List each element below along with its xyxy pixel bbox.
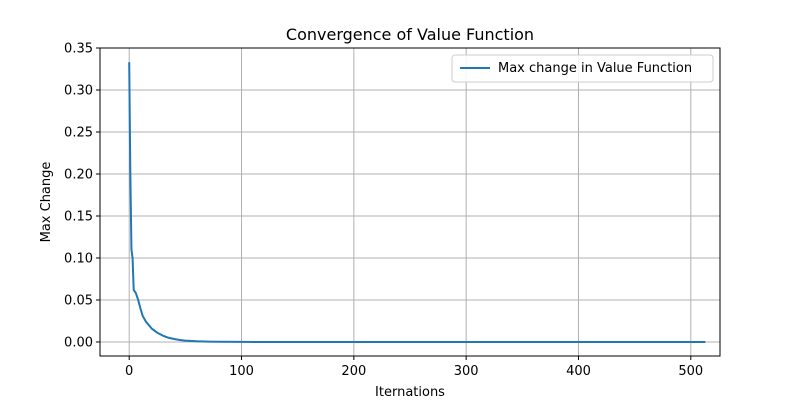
x-tick-label: 200 xyxy=(341,364,366,379)
legend-box xyxy=(451,54,714,83)
y-tick-label: 0.10 xyxy=(64,251,93,266)
x-tick-label: 300 xyxy=(454,364,479,379)
y-tick-label: 0.05 xyxy=(64,293,93,308)
x-tick-label: 500 xyxy=(678,364,703,379)
chart-title: Convergence of Value Function xyxy=(286,25,534,44)
x-axis-label: Iternations xyxy=(375,385,445,400)
y-ticks: 0.00 0.05 0.10 0.15 0.20 0.25 0.30 0.35 xyxy=(64,42,100,350)
x-tick-label: 400 xyxy=(566,364,591,379)
y-tick-label: 0.00 xyxy=(64,335,93,350)
y-tick-label: 0.20 xyxy=(64,167,93,182)
x-tick-label: 100 xyxy=(229,364,254,379)
y-tick-label: 0.30 xyxy=(64,83,93,98)
series-line xyxy=(128,62,706,343)
y-tick-label: 0.25 xyxy=(64,125,93,140)
plot-lines xyxy=(128,62,706,343)
legend: Max change in Value Function xyxy=(451,54,714,83)
legend-label: Max change in Value Function xyxy=(498,61,692,76)
y-tick-label: 0.35 xyxy=(64,42,93,57)
y-tick-label: 0.15 xyxy=(64,209,93,224)
y-axis-label: Max Change xyxy=(39,162,54,243)
x-tick-label: 0 xyxy=(125,364,133,379)
plot-frame xyxy=(99,47,721,357)
x-ticks: 0 100 200 300 400 500 xyxy=(125,356,703,379)
